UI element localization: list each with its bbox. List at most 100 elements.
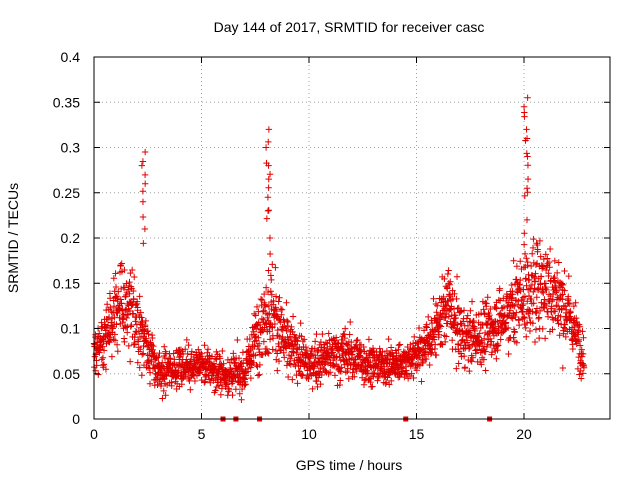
data-point xyxy=(562,333,569,341)
data-point xyxy=(435,328,443,335)
y-tick-label: 0.35 xyxy=(53,94,80,110)
data-point xyxy=(530,235,537,243)
data-point xyxy=(201,379,208,386)
data-point xyxy=(170,350,177,357)
data-point xyxy=(255,345,263,353)
data-point xyxy=(542,280,550,287)
data-point xyxy=(150,342,157,350)
data-point xyxy=(469,354,477,361)
data-point xyxy=(374,377,381,384)
data-point xyxy=(108,353,116,360)
data-point xyxy=(388,377,395,385)
data-point xyxy=(93,362,100,369)
data-point xyxy=(505,350,512,358)
data-point xyxy=(149,334,156,342)
data-point xyxy=(267,288,274,295)
data-point xyxy=(535,334,543,342)
data-point xyxy=(118,299,125,307)
data-point xyxy=(146,380,154,388)
data-point xyxy=(576,323,584,330)
data-point xyxy=(460,307,468,314)
tick-labels: 0 0.05 0.1 0.15 0.2 0.25 0.3 0.35 0.4 0 5 10 15 20 xyxy=(53,49,532,442)
data-point xyxy=(508,294,516,302)
data-point xyxy=(262,144,270,151)
data-point xyxy=(137,346,144,353)
data-point xyxy=(532,308,539,316)
data-point xyxy=(110,275,118,282)
data-point xyxy=(159,395,166,402)
data-point xyxy=(482,348,489,355)
data-point xyxy=(472,350,480,357)
data-point xyxy=(511,329,518,336)
data-point xyxy=(272,304,279,311)
data-point xyxy=(251,343,258,350)
data-point xyxy=(521,250,529,258)
data-point xyxy=(162,392,169,399)
data-point xyxy=(317,380,324,388)
data-point xyxy=(283,299,290,306)
data-point xyxy=(353,337,360,344)
data-point xyxy=(351,360,358,368)
data-point xyxy=(529,244,537,252)
data-point xyxy=(513,339,520,346)
data-point xyxy=(260,290,268,298)
data-point xyxy=(161,354,169,362)
data-point xyxy=(521,192,528,200)
data-point xyxy=(570,302,578,310)
data-point xyxy=(345,375,352,382)
data-point xyxy=(415,324,423,332)
data-point xyxy=(343,349,351,356)
data-point xyxy=(134,298,141,305)
data-point xyxy=(109,325,117,332)
data-point xyxy=(364,357,371,365)
x-tick-label: 0 xyxy=(90,426,98,442)
data-point xyxy=(334,347,342,354)
data-point xyxy=(524,189,531,196)
data-point xyxy=(528,295,535,303)
data-point xyxy=(115,288,122,295)
data-point xyxy=(266,250,274,258)
data-point xyxy=(398,364,405,371)
data-point xyxy=(201,378,209,385)
data-point xyxy=(341,334,349,342)
data-point xyxy=(463,315,471,322)
data-point xyxy=(401,373,408,381)
data-point xyxy=(278,311,285,319)
data-point xyxy=(486,311,493,319)
data-point xyxy=(198,350,205,357)
data-point xyxy=(540,255,548,263)
data-point xyxy=(443,333,450,340)
data-point xyxy=(573,314,580,322)
data-point xyxy=(121,284,129,291)
data-point xyxy=(290,349,297,356)
data-point xyxy=(517,276,524,284)
data-point xyxy=(532,270,539,277)
data-point xyxy=(430,295,437,302)
data-point xyxy=(509,302,517,309)
data-point xyxy=(561,267,568,275)
data-point xyxy=(101,321,109,328)
data-point xyxy=(497,336,504,343)
data-point xyxy=(149,346,156,354)
data-point xyxy=(204,346,212,353)
data-point xyxy=(197,367,204,374)
x-tick-label: 15 xyxy=(409,426,425,442)
data-point xyxy=(268,291,276,298)
data-point xyxy=(289,376,296,383)
data-point xyxy=(427,350,435,357)
data-point xyxy=(483,300,490,307)
data-point xyxy=(521,230,528,237)
data-point xyxy=(525,276,533,283)
data-point xyxy=(241,382,248,389)
data-point xyxy=(158,359,166,366)
data-point xyxy=(182,346,189,353)
data-point xyxy=(300,336,308,343)
data-point xyxy=(252,312,259,319)
data-point xyxy=(441,338,449,346)
data-point xyxy=(466,367,473,375)
data-point xyxy=(130,310,137,318)
data-point xyxy=(461,364,469,371)
data-point xyxy=(463,339,471,346)
data-point xyxy=(458,327,466,334)
